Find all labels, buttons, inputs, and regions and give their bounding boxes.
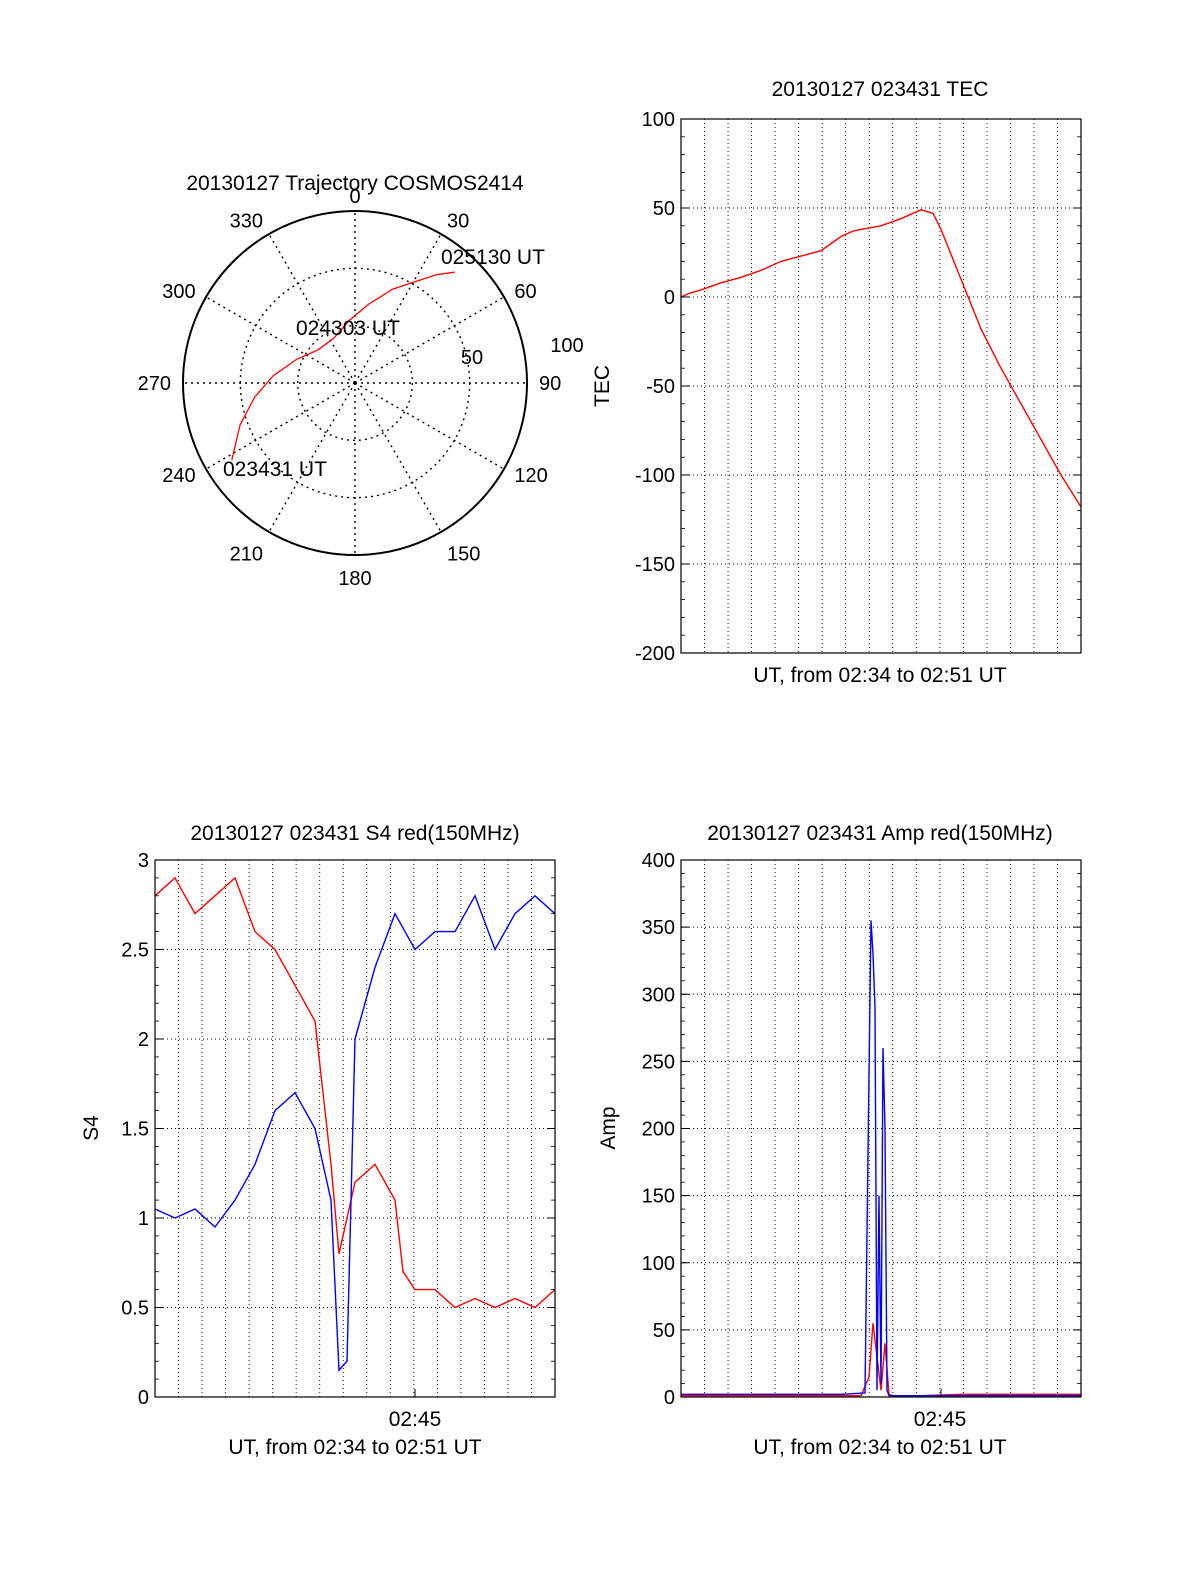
polar-spoke	[354, 233, 442, 384]
s4-chart: 20130127 023431 S4 red(150MHz) 0 0.5 1 1.5 2…	[80, 822, 556, 1459]
tec-ytick-label: -150	[635, 554, 675, 576]
amp-ytick-label: 250	[642, 1051, 675, 1073]
tec-ytick-label: 50	[653, 198, 675, 220]
s4-xtick-label: 02:45	[389, 1408, 442, 1431]
amp-ytick-label: 400	[642, 850, 675, 872]
polar-angle-label: 120	[514, 465, 547, 487]
tec-ytick-label: -200	[635, 643, 675, 665]
polar-series	[231, 271, 455, 461]
polar-grid	[182, 210, 528, 556]
amp-ylabel: Amp	[597, 1106, 620, 1149]
polar-angle-label: 240	[162, 465, 195, 487]
amp-ytick-label: 350	[642, 917, 675, 939]
polar-title: 20130127 Trajectory COSMOS2414	[186, 172, 524, 195]
s4-ytick-label: 2.5	[121, 940, 149, 962]
tec-ylabel: TEC	[591, 365, 614, 407]
amp-ytick-label: 100	[642, 1253, 675, 1275]
polar-angle-label: 300	[162, 281, 195, 303]
amp-chart: 20130127 023431 Amp red(150MHz) 0 50 100 15…	[597, 822, 1082, 1459]
polar-annotation-end: 025130 UT	[441, 246, 545, 269]
tec-chart: 20130127 023431 TEC 100 50 0 -50 -100 -150 -20…	[591, 78, 1082, 687]
tec-ytick-label: -50	[646, 376, 675, 398]
polar-angle-label: 150	[447, 543, 480, 565]
polar-angle-label: 30	[447, 211, 469, 233]
polar-angle-labels: 0 30 60 90 120 150 180 210 240 270 300 330	[138, 186, 562, 590]
polar-angle-label: 330	[230, 211, 263, 233]
amp-xlabel: UT, from 02:34 to 02:51 UT	[753, 1436, 1006, 1459]
polar-spoke	[268, 233, 356, 384]
s4-y-ticks: 0 0.5 1 1.5 2 2.5 3	[121, 850, 555, 1409]
s4-grid	[155, 860, 555, 1397]
tec-frame	[680, 118, 1082, 654]
polar-annotation-mid: 024303 UT	[296, 317, 400, 340]
s4-frame	[154, 859, 556, 1398]
tec-xlabel: UT, from 02:34 to 02:51 UT	[753, 664, 1006, 687]
s4-ytick-label: 1	[138, 1208, 149, 1230]
polar-radial-label-100: 100	[550, 335, 583, 357]
amp-title: 20130127 023431 Amp red(150MHz)	[707, 822, 1053, 845]
polar-spoke	[354, 382, 505, 470]
trajectory-polar-chart: 20130127 Trajectory COSMOS2414 0 30 60 90 12…	[138, 172, 584, 590]
s4-ytick-label: 2	[138, 1029, 149, 1051]
amp-ytick-label: 200	[642, 1119, 675, 1141]
polar-angle-label: 60	[514, 281, 536, 303]
amp-y-ticks: 0 50 100 150 200 250 300 350 400	[642, 850, 1081, 1409]
s4-ylabel: S4	[80, 1115, 103, 1141]
tec-title: 20130127 023431 TEC	[772, 78, 989, 101]
polar-annotation-start: 023431 UT	[223, 458, 327, 481]
polar-angle-label: 180	[338, 568, 371, 590]
polar-trajectory-line	[231, 271, 455, 461]
tec-y-ticks: 100 50 0 -50 -100 -150 -200	[635, 109, 1081, 665]
polar-angle-label: 0	[349, 186, 360, 208]
s4-series	[154, 876, 556, 1372]
amp-ytick-label: 0	[664, 1387, 675, 1409]
tec-ytick-label: 0	[664, 287, 675, 309]
amp-frame	[680, 859, 1082, 1398]
s4-series-line-1	[154, 894, 556, 1372]
polar-ring-60	[296, 324, 414, 442]
amp-ytick-label: 300	[642, 984, 675, 1006]
s4-ytick-label: 0	[138, 1387, 149, 1409]
s4-ytick-label: 1.5	[121, 1119, 149, 1141]
amp-xtick-label: 02:45	[914, 1408, 967, 1431]
polar-spoke	[205, 382, 356, 470]
polar-spoke	[268, 382, 356, 533]
s4-ytick-label: 0.5	[121, 1298, 149, 1320]
amp-series	[681, 920, 1081, 1397]
tec-ytick-label: 100	[642, 109, 675, 131]
tec-series	[680, 209, 1082, 508]
polar-spoke	[205, 296, 356, 384]
tec-grid	[681, 119, 1081, 653]
polar-angle-label: 270	[138, 373, 171, 395]
tec-ytick-label: -100	[635, 465, 675, 487]
polar-spoke	[354, 382, 442, 533]
s4-ytick-label: 3	[138, 850, 149, 872]
polar-outer-ring	[182, 210, 528, 556]
amp-series-line-1	[681, 920, 1081, 1397]
s4-series-line-0	[154, 876, 556, 1309]
polar-spoke	[354, 296, 505, 384]
amp-ytick-label: 50	[653, 1320, 675, 1342]
s4-title: 20130127 023431 S4 red(150MHz)	[190, 822, 519, 845]
polar-angle-label: 90	[539, 373, 561, 395]
polar-radial-label-50: 50	[461, 347, 483, 369]
tec-series-line-0	[680, 209, 1082, 508]
polar-angle-label: 210	[230, 543, 263, 565]
s4-xlabel: UT, from 02:34 to 02:51 UT	[228, 1436, 481, 1459]
amp-ytick-label: 150	[642, 1186, 675, 1208]
